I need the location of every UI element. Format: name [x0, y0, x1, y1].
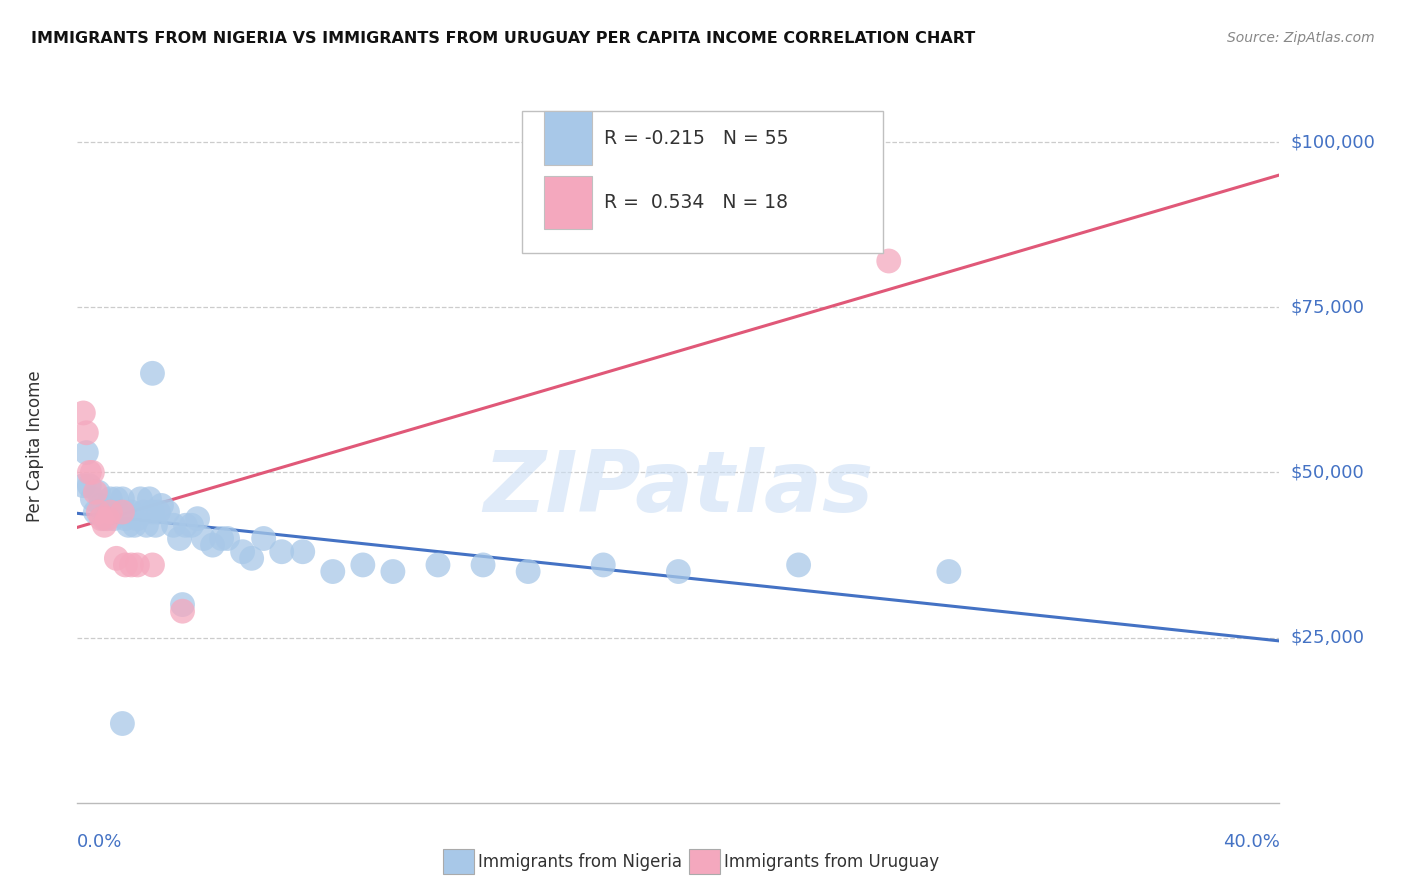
Text: Immigrants from Uruguay: Immigrants from Uruguay	[724, 853, 939, 871]
Point	[270, 545, 292, 559]
Text: 0.0%: 0.0%	[77, 833, 122, 851]
Point	[117, 518, 139, 533]
Point	[75, 445, 97, 459]
Point	[232, 545, 254, 559]
Point	[79, 466, 101, 480]
Point	[90, 511, 112, 525]
Point	[120, 505, 142, 519]
Point	[105, 551, 128, 566]
Point	[84, 485, 107, 500]
Point	[108, 505, 131, 519]
Point	[668, 565, 690, 579]
Text: 40.0%: 40.0%	[1223, 833, 1279, 851]
Point	[172, 598, 194, 612]
Point	[169, 532, 191, 546]
Point	[472, 558, 495, 572]
Point	[240, 551, 263, 566]
Point	[291, 545, 314, 559]
Bar	[544, 112, 592, 165]
Point	[201, 538, 224, 552]
Point	[141, 558, 163, 572]
Point	[84, 505, 107, 519]
Point	[120, 558, 142, 572]
Text: Immigrants from Nigeria: Immigrants from Nigeria	[478, 853, 682, 871]
Text: R =  0.534   N = 18: R = 0.534 N = 18	[603, 193, 787, 211]
Point	[124, 518, 146, 533]
Point	[82, 466, 104, 480]
Point	[141, 367, 163, 381]
Point	[114, 558, 136, 572]
Point	[72, 406, 94, 420]
Point	[100, 491, 122, 506]
Point	[82, 491, 104, 506]
Point	[111, 491, 134, 506]
Point	[87, 485, 110, 500]
Bar	[544, 176, 592, 229]
Point	[93, 511, 115, 525]
Point	[162, 518, 184, 533]
Point	[787, 558, 810, 572]
Point	[103, 511, 125, 525]
Point	[129, 491, 152, 506]
Point	[141, 505, 163, 519]
Point	[172, 604, 194, 618]
Point	[938, 565, 960, 579]
Point	[186, 511, 209, 525]
Point	[105, 491, 128, 506]
Text: R = -0.215   N = 55: R = -0.215 N = 55	[603, 128, 789, 147]
Point	[174, 518, 197, 533]
Point	[138, 491, 160, 506]
Point	[180, 518, 202, 533]
Text: $75,000: $75,000	[1291, 298, 1365, 317]
Point	[592, 558, 614, 572]
Point	[145, 518, 167, 533]
Point	[111, 505, 134, 519]
Point	[150, 499, 173, 513]
Point	[322, 565, 344, 579]
Point	[381, 565, 404, 579]
Text: IMMIGRANTS FROM NIGERIA VS IMMIGRANTS FROM URUGUAY PER CAPITA INCOME CORRELATION: IMMIGRANTS FROM NIGERIA VS IMMIGRANTS FR…	[31, 31, 976, 46]
Point	[114, 511, 136, 525]
Point	[211, 532, 233, 546]
Point	[87, 505, 110, 519]
Point	[427, 558, 450, 572]
Text: Per Capita Income: Per Capita Income	[27, 370, 44, 522]
Point	[96, 511, 118, 525]
Point	[72, 478, 94, 492]
Point	[111, 716, 134, 731]
Point	[148, 505, 170, 519]
Point	[93, 518, 115, 533]
Text: $25,000: $25,000	[1291, 629, 1365, 647]
FancyBboxPatch shape	[522, 111, 883, 253]
Point	[135, 518, 157, 533]
Point	[352, 558, 374, 572]
Text: ZIPatlas: ZIPatlas	[484, 447, 873, 531]
Point	[877, 254, 900, 268]
Point	[79, 478, 101, 492]
Point	[90, 499, 112, 513]
Point	[96, 505, 118, 519]
Text: $100,000: $100,000	[1291, 133, 1375, 151]
Point	[517, 565, 540, 579]
Text: Source: ZipAtlas.com: Source: ZipAtlas.com	[1227, 31, 1375, 45]
Point	[127, 511, 149, 525]
Point	[100, 505, 122, 519]
Point	[217, 532, 239, 546]
Point	[132, 505, 155, 519]
Point	[75, 425, 97, 440]
Point	[253, 532, 276, 546]
Point	[156, 505, 179, 519]
Text: $50,000: $50,000	[1291, 464, 1364, 482]
Point	[127, 558, 149, 572]
Point	[193, 532, 215, 546]
